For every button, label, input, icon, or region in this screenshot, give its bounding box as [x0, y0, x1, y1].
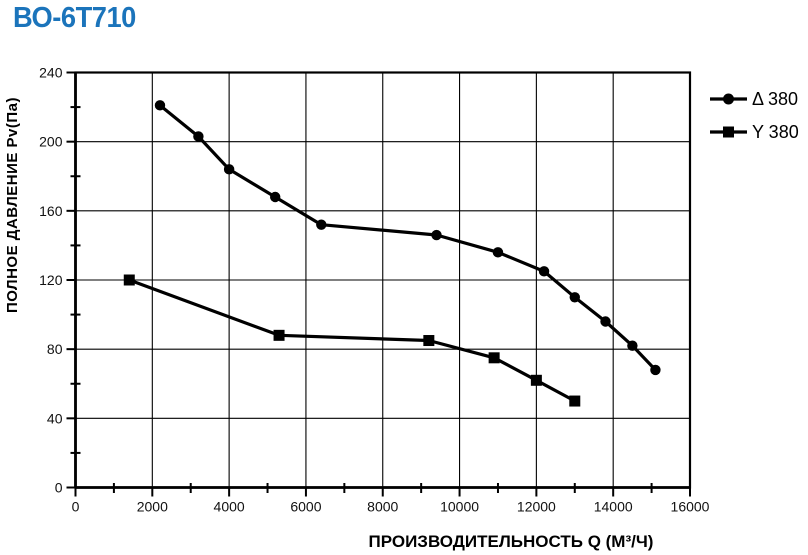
legend-label: Δ 380	[752, 89, 798, 109]
data-point-circle	[154, 100, 166, 111]
series-1-line	[127, 278, 577, 403]
y-tick-label-240: 240	[39, 65, 63, 81]
grid-lines	[75, 72, 690, 488]
data-point-circle	[538, 266, 550, 277]
x-axis-title: ПРОИЗВОДИТЕЛЬНОСТЬ Q (М³/Ч)	[369, 532, 654, 551]
data-point-square	[123, 274, 135, 286]
legend-label: Y 380	[752, 122, 799, 142]
y-tick-label-40: 40	[47, 410, 63, 426]
data-point-square	[530, 374, 542, 386]
x-tick-label-4000: 4000	[214, 499, 245, 515]
x-tick-label-8000: 8000	[367, 499, 398, 515]
data-point-circle	[270, 191, 281, 203]
data-point-circle	[431, 229, 442, 241]
data-point-square	[569, 395, 581, 407]
x-tick-label-6000: 6000	[290, 499, 321, 515]
x-tick-label-2000: 2000	[137, 499, 168, 515]
y-axis-title: ПОЛНОЕ ДАВЛЕНИЕ Pv(Па)	[4, 97, 21, 313]
x-tick-label-10000: 10000	[440, 499, 479, 515]
data-point-circle	[492, 247, 504, 258]
data-point-circle	[600, 316, 611, 327]
legend: Δ 380 Y 380	[710, 89, 799, 142]
legend-item-0: Δ 380	[710, 89, 798, 109]
series-0-line	[158, 103, 658, 372]
series-0	[154, 100, 661, 376]
x-tick-label-14000: 14000	[594, 499, 633, 515]
x-tick-label-16000: 16000	[671, 499, 710, 515]
data-point-circle	[193, 131, 204, 142]
data-point-circle	[650, 364, 661, 376]
y-tick-label-120: 120	[39, 272, 63, 288]
legend-marker-square-icon	[723, 126, 734, 138]
data-point-circle	[569, 292, 580, 303]
y-tick-label-80: 80	[47, 341, 63, 357]
data-point-circle	[627, 340, 638, 351]
legend-marker-circle-icon	[723, 93, 734, 105]
data-point-square	[423, 335, 435, 347]
x-tick-label-12000: 12000	[517, 499, 556, 515]
data-series	[123, 100, 661, 407]
series-1	[123, 274, 581, 407]
tick-labels: 0 2000 4000 6000 8000 10000 12000 14000 16000 0 40…	[39, 65, 710, 515]
y-tick-label-0: 0	[55, 480, 63, 496]
x-tick-label-0: 0	[72, 499, 80, 515]
data-point-square	[273, 329, 285, 341]
y-tick-label-160: 160	[39, 203, 63, 219]
data-point-circle	[316, 219, 327, 230]
chart-title: ВО-6Т710	[13, 2, 136, 34]
data-point-square	[488, 352, 500, 364]
y-tick-label-200: 200	[39, 134, 63, 150]
data-point-circle	[223, 164, 235, 175]
legend-item-1: Y 380	[710, 122, 799, 142]
axis-ticks	[66, 71, 691, 497]
